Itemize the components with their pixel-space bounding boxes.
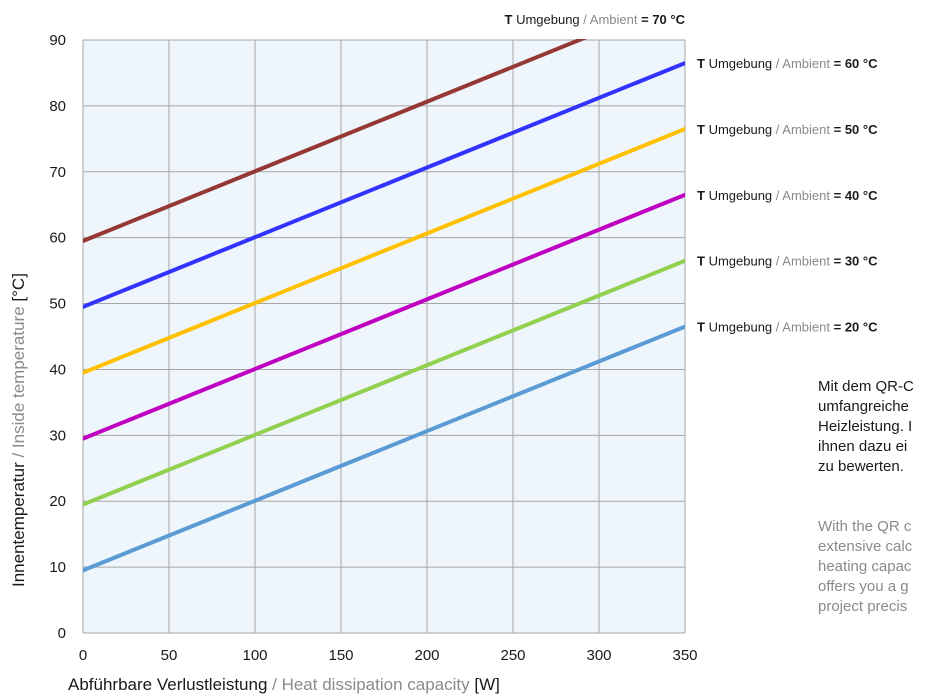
legend-label-4: T Umgebung / Ambient = 60 °C (697, 56, 878, 71)
y-tick-label-8: 80 (49, 98, 66, 115)
x-axis-title: Abführbare Verlustleistung / Heat dissip… (68, 675, 500, 694)
series-lines (83, 39, 685, 573)
y-tick-labels: 0 10 20 30 40 50 60 70 80 90 (49, 32, 66, 642)
series-line-3 (83, 126, 685, 375)
x-tick-label-7: 350 (672, 647, 697, 664)
x-tick-label-3: 150 (328, 647, 353, 664)
series-line-0 (83, 324, 685, 573)
y-tick-label-3: 30 (49, 427, 66, 444)
series-line-4 (83, 61, 685, 309)
y-tick-label-7: 70 (49, 164, 66, 181)
y-axis-title-unit: [°C] (9, 273, 28, 306)
y-tick-label-2: 20 (49, 493, 66, 510)
y-axis-title-en: Inside temperature (9, 306, 28, 448)
legend-label-2: T Umgebung / Ambient = 40 °C (697, 188, 878, 203)
y-axis-title: Innentemperatur / Inside temperature [°C… (9, 273, 28, 587)
y-axis-title-de: Innentemperatur (9, 462, 28, 587)
x-axis-title-unit: [W] (470, 675, 500, 694)
x-tick-label-0: 0 (79, 647, 87, 664)
y-tick-label-6: 60 (49, 230, 66, 247)
x-axis-title-sep: / (267, 675, 281, 694)
series-line-5 (83, 39, 588, 243)
y-tick-label-0: 0 (58, 625, 66, 642)
series-line-2 (83, 192, 685, 441)
legend-label-5: T Umgebung / Ambient = 70 °C (505, 12, 686, 27)
y-tick-label-4: 40 (49, 361, 66, 378)
plot-area (83, 40, 685, 633)
grid (82, 39, 686, 634)
x-tick-label-1: 50 (161, 647, 178, 664)
x-axis-title-de: Abführbare Verlustleistung (68, 675, 267, 694)
legend-label-0: T Umgebung / Ambient = 20 °C (697, 320, 878, 335)
x-tick-label-6: 300 (586, 647, 611, 664)
y-tick-label-5: 50 (49, 296, 66, 313)
legend: T Umgebung / Ambient = 20 °C T Umgebung /… (505, 12, 879, 335)
y-tick-label-9: 90 (49, 32, 66, 49)
x-tick-label-5: 250 (500, 647, 525, 664)
series-line-1 (83, 258, 685, 507)
x-tick-labels: 0 50 100 150 200 250 300 350 (79, 647, 698, 664)
x-tick-label-4: 200 (414, 647, 439, 664)
legend-label-1: T Umgebung / Ambient = 30 °C (697, 254, 878, 269)
info-text-english: With the QR c extensive calc heating cap… (818, 518, 913, 615)
legend-label-3: T Umgebung / Ambient = 50 °C (697, 122, 878, 137)
y-axis-title-sep: / (9, 448, 28, 462)
info-text-german: Mit dem QR-C umfangreiche Heizleistung. … (818, 378, 914, 475)
x-axis-title-en: Heat dissipation capacity (282, 675, 471, 694)
x-tick-label-2: 100 (242, 647, 267, 664)
y-tick-label-1: 10 (49, 559, 66, 576)
